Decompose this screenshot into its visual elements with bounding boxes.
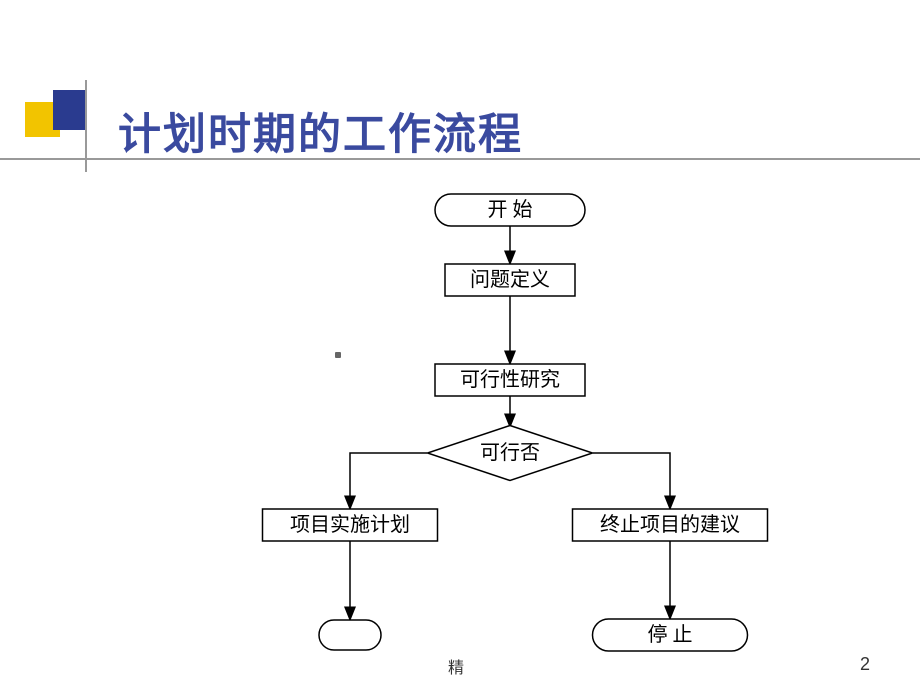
page-number: 2 [860, 654, 870, 675]
svg-text:停 止: 停 止 [648, 623, 693, 646]
flow-node-stop: 停 止 [593, 619, 748, 651]
flow-node-start: 开 始 [435, 194, 585, 226]
flow-node-problem: 问题定义 [445, 264, 575, 296]
footer-text: 精 [448, 654, 464, 678]
svg-text:开 始: 开 始 [488, 198, 533, 221]
flow-node-feasibility: 可行性研究 [435, 364, 585, 396]
blue-square [53, 90, 85, 130]
flow-node-decision: 可行否 [428, 426, 593, 481]
slide-title: 计划时期的工作流程 [118, 100, 523, 162]
flow-edge [593, 453, 670, 509]
svg-text:可行性研究: 可行性研究 [460, 368, 560, 391]
svg-text:项目实施计划: 项目实施计划 [290, 513, 410, 536]
flow-node-plan: 项目实施计划 [263, 509, 438, 541]
flow-edge [350, 453, 427, 509]
svg-text:可行否: 可行否 [480, 441, 540, 464]
svg-text:终止项目的建议: 终止项目的建议 [600, 513, 740, 536]
svg-text:问题定义: 问题定义 [470, 268, 550, 291]
flowchart: 开 始问题定义可行性研究可行否项目实施计划 终止项目的建议停 止 [0, 185, 920, 665]
flow-node-continue [319, 620, 381, 650]
flow-node-terminate: 终止项目的建议 [573, 509, 768, 541]
